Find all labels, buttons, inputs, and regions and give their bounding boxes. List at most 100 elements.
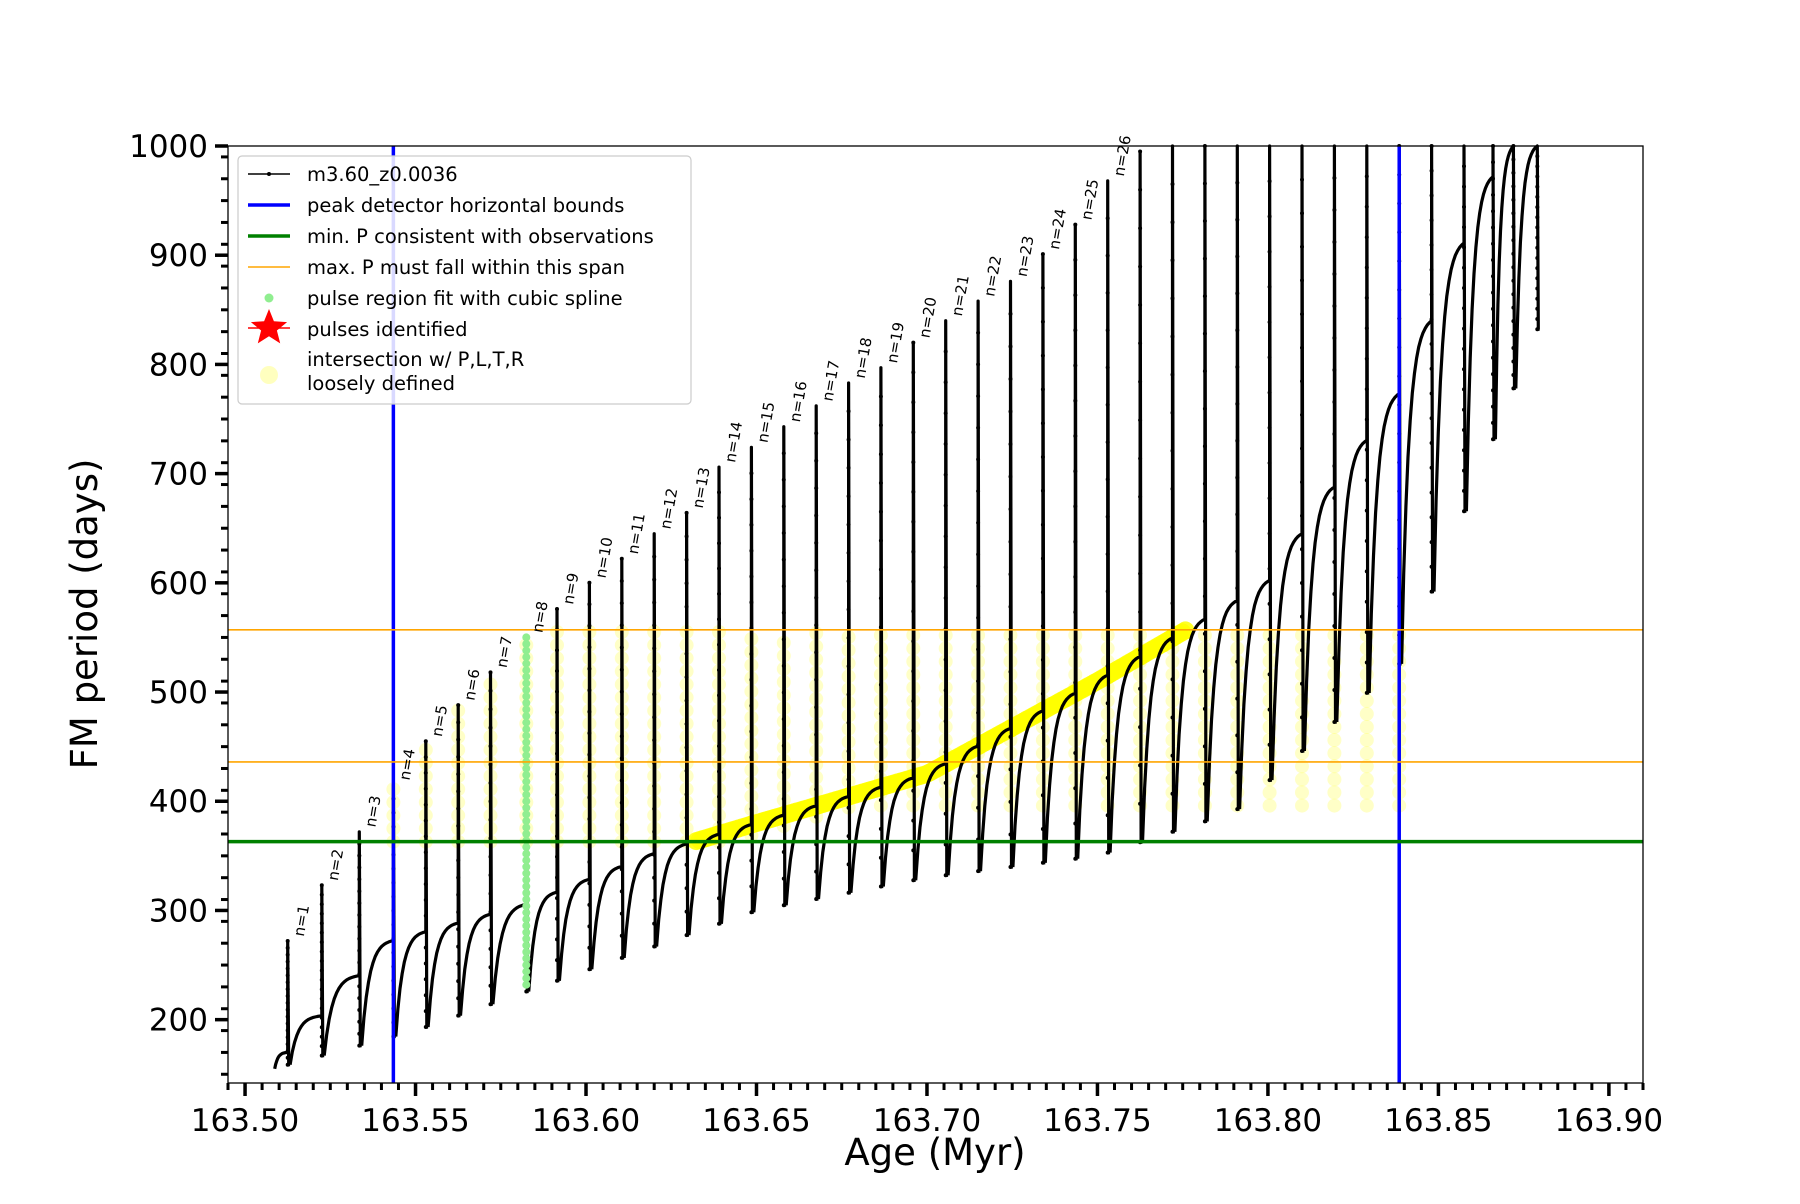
track-point	[814, 595, 819, 600]
track-point	[319, 996, 324, 1001]
pulse-spike-markers	[1073, 222, 1078, 861]
pulse-number-label: n=15	[754, 400, 779, 444]
track-point	[717, 642, 721, 647]
track-point	[1105, 589, 1110, 594]
track-point	[846, 579, 851, 584]
track-point	[1073, 821, 1078, 826]
track-point	[319, 968, 324, 973]
legend-entry-spline: pulse region fit with cubic spline	[264, 287, 623, 310]
track-point	[1170, 372, 1175, 377]
track-point	[717, 693, 721, 698]
track-point	[1040, 387, 1045, 392]
track-point	[652, 600, 657, 605]
track-point	[619, 889, 624, 894]
track-point	[1491, 339, 1495, 344]
track-point	[1170, 486, 1175, 491]
intersection-marker	[1359, 785, 1374, 800]
track-point	[846, 890, 851, 895]
pulse-number-label: n=22	[980, 254, 1005, 298]
track-point	[1491, 225, 1495, 230]
track-point	[423, 945, 428, 950]
track-point	[1462, 468, 1466, 473]
track-point	[1429, 366, 1434, 371]
track-point	[911, 848, 916, 853]
track-point	[1462, 204, 1466, 209]
pulse-spike-markers	[1332, 176, 1337, 724]
y-axis-title: FM period (days)	[63, 459, 106, 770]
y-tick-label: 800	[149, 347, 208, 383]
track-point	[1008, 572, 1013, 577]
track-point	[1008, 799, 1013, 804]
pulse-number-label: n=8	[529, 600, 552, 634]
track-point	[587, 817, 592, 821]
track-point	[652, 944, 657, 949]
pulse-number-label: n=11	[624, 512, 649, 556]
track-point	[749, 910, 754, 915]
intersection-marker	[1327, 733, 1342, 748]
track-point	[619, 911, 624, 916]
track-point	[1105, 514, 1110, 519]
track-point	[1535, 215, 1540, 220]
track-point	[878, 481, 883, 485]
spline-fit-point	[522, 869, 531, 878]
legend: m3.60_z0.0036 peak detector horizontal b…	[237, 155, 692, 405]
track-point	[717, 744, 721, 749]
pulse-number-label: n=4	[396, 747, 419, 781]
spline-fit-point	[522, 797, 531, 806]
track-point	[357, 853, 362, 858]
track-point	[911, 728, 916, 733]
track-point	[1364, 599, 1369, 604]
track-point	[943, 349, 948, 354]
track-point	[846, 805, 851, 810]
track-point	[1462, 448, 1466, 453]
track-point	[587, 602, 592, 607]
legend-box	[237, 155, 692, 405]
intersection-marker	[1327, 746, 1342, 761]
spline-fit-point	[522, 803, 531, 812]
pulse-spike-markers	[1429, 144, 1434, 594]
track-point	[781, 663, 786, 668]
track-point	[1235, 365, 1240, 369]
track-point	[911, 370, 916, 375]
track-point	[1138, 648, 1143, 653]
track-point	[911, 549, 916, 554]
track-point	[943, 503, 948, 508]
track-point	[717, 870, 721, 875]
track-point	[1267, 249, 1272, 254]
intersection-marker	[1295, 798, 1309, 813]
x-tick-label: 163.65	[702, 1103, 810, 1139]
track-point	[846, 862, 851, 867]
pulse-spike-markers	[1300, 177, 1304, 753]
track-point	[1008, 474, 1013, 479]
spline-fit-point	[522, 751, 531, 760]
legend-entry-track: m3.60_z0.0036	[248, 163, 458, 186]
track-point	[976, 362, 981, 367]
track-point	[1138, 303, 1143, 307]
track-point	[587, 623, 592, 628]
track-point	[943, 688, 948, 693]
track-point	[1535, 245, 1540, 250]
track-point	[1429, 243, 1434, 247]
track-point	[1138, 763, 1143, 768]
track-point	[456, 806, 461, 811]
track-point	[1170, 258, 1175, 263]
track-point	[1073, 680, 1078, 685]
track-point	[878, 538, 883, 543]
track-point	[976, 457, 981, 462]
track-point	[1535, 194, 1540, 199]
track-point	[319, 883, 324, 888]
track-point	[976, 869, 981, 874]
track-point	[319, 892, 324, 897]
track-point	[524, 989, 529, 994]
track-point	[781, 504, 786, 509]
track-point	[1170, 220, 1175, 225]
track-point	[555, 813, 559, 818]
pulse-number-label: n=3	[362, 794, 385, 828]
track-point	[781, 743, 786, 748]
track-point	[1300, 177, 1304, 182]
track-point	[1332, 432, 1337, 436]
track-point	[878, 653, 883, 658]
track-point	[976, 489, 981, 494]
legend-entry-maxp: max. P must fall within this span	[248, 256, 625, 279]
track-point	[749, 832, 754, 837]
